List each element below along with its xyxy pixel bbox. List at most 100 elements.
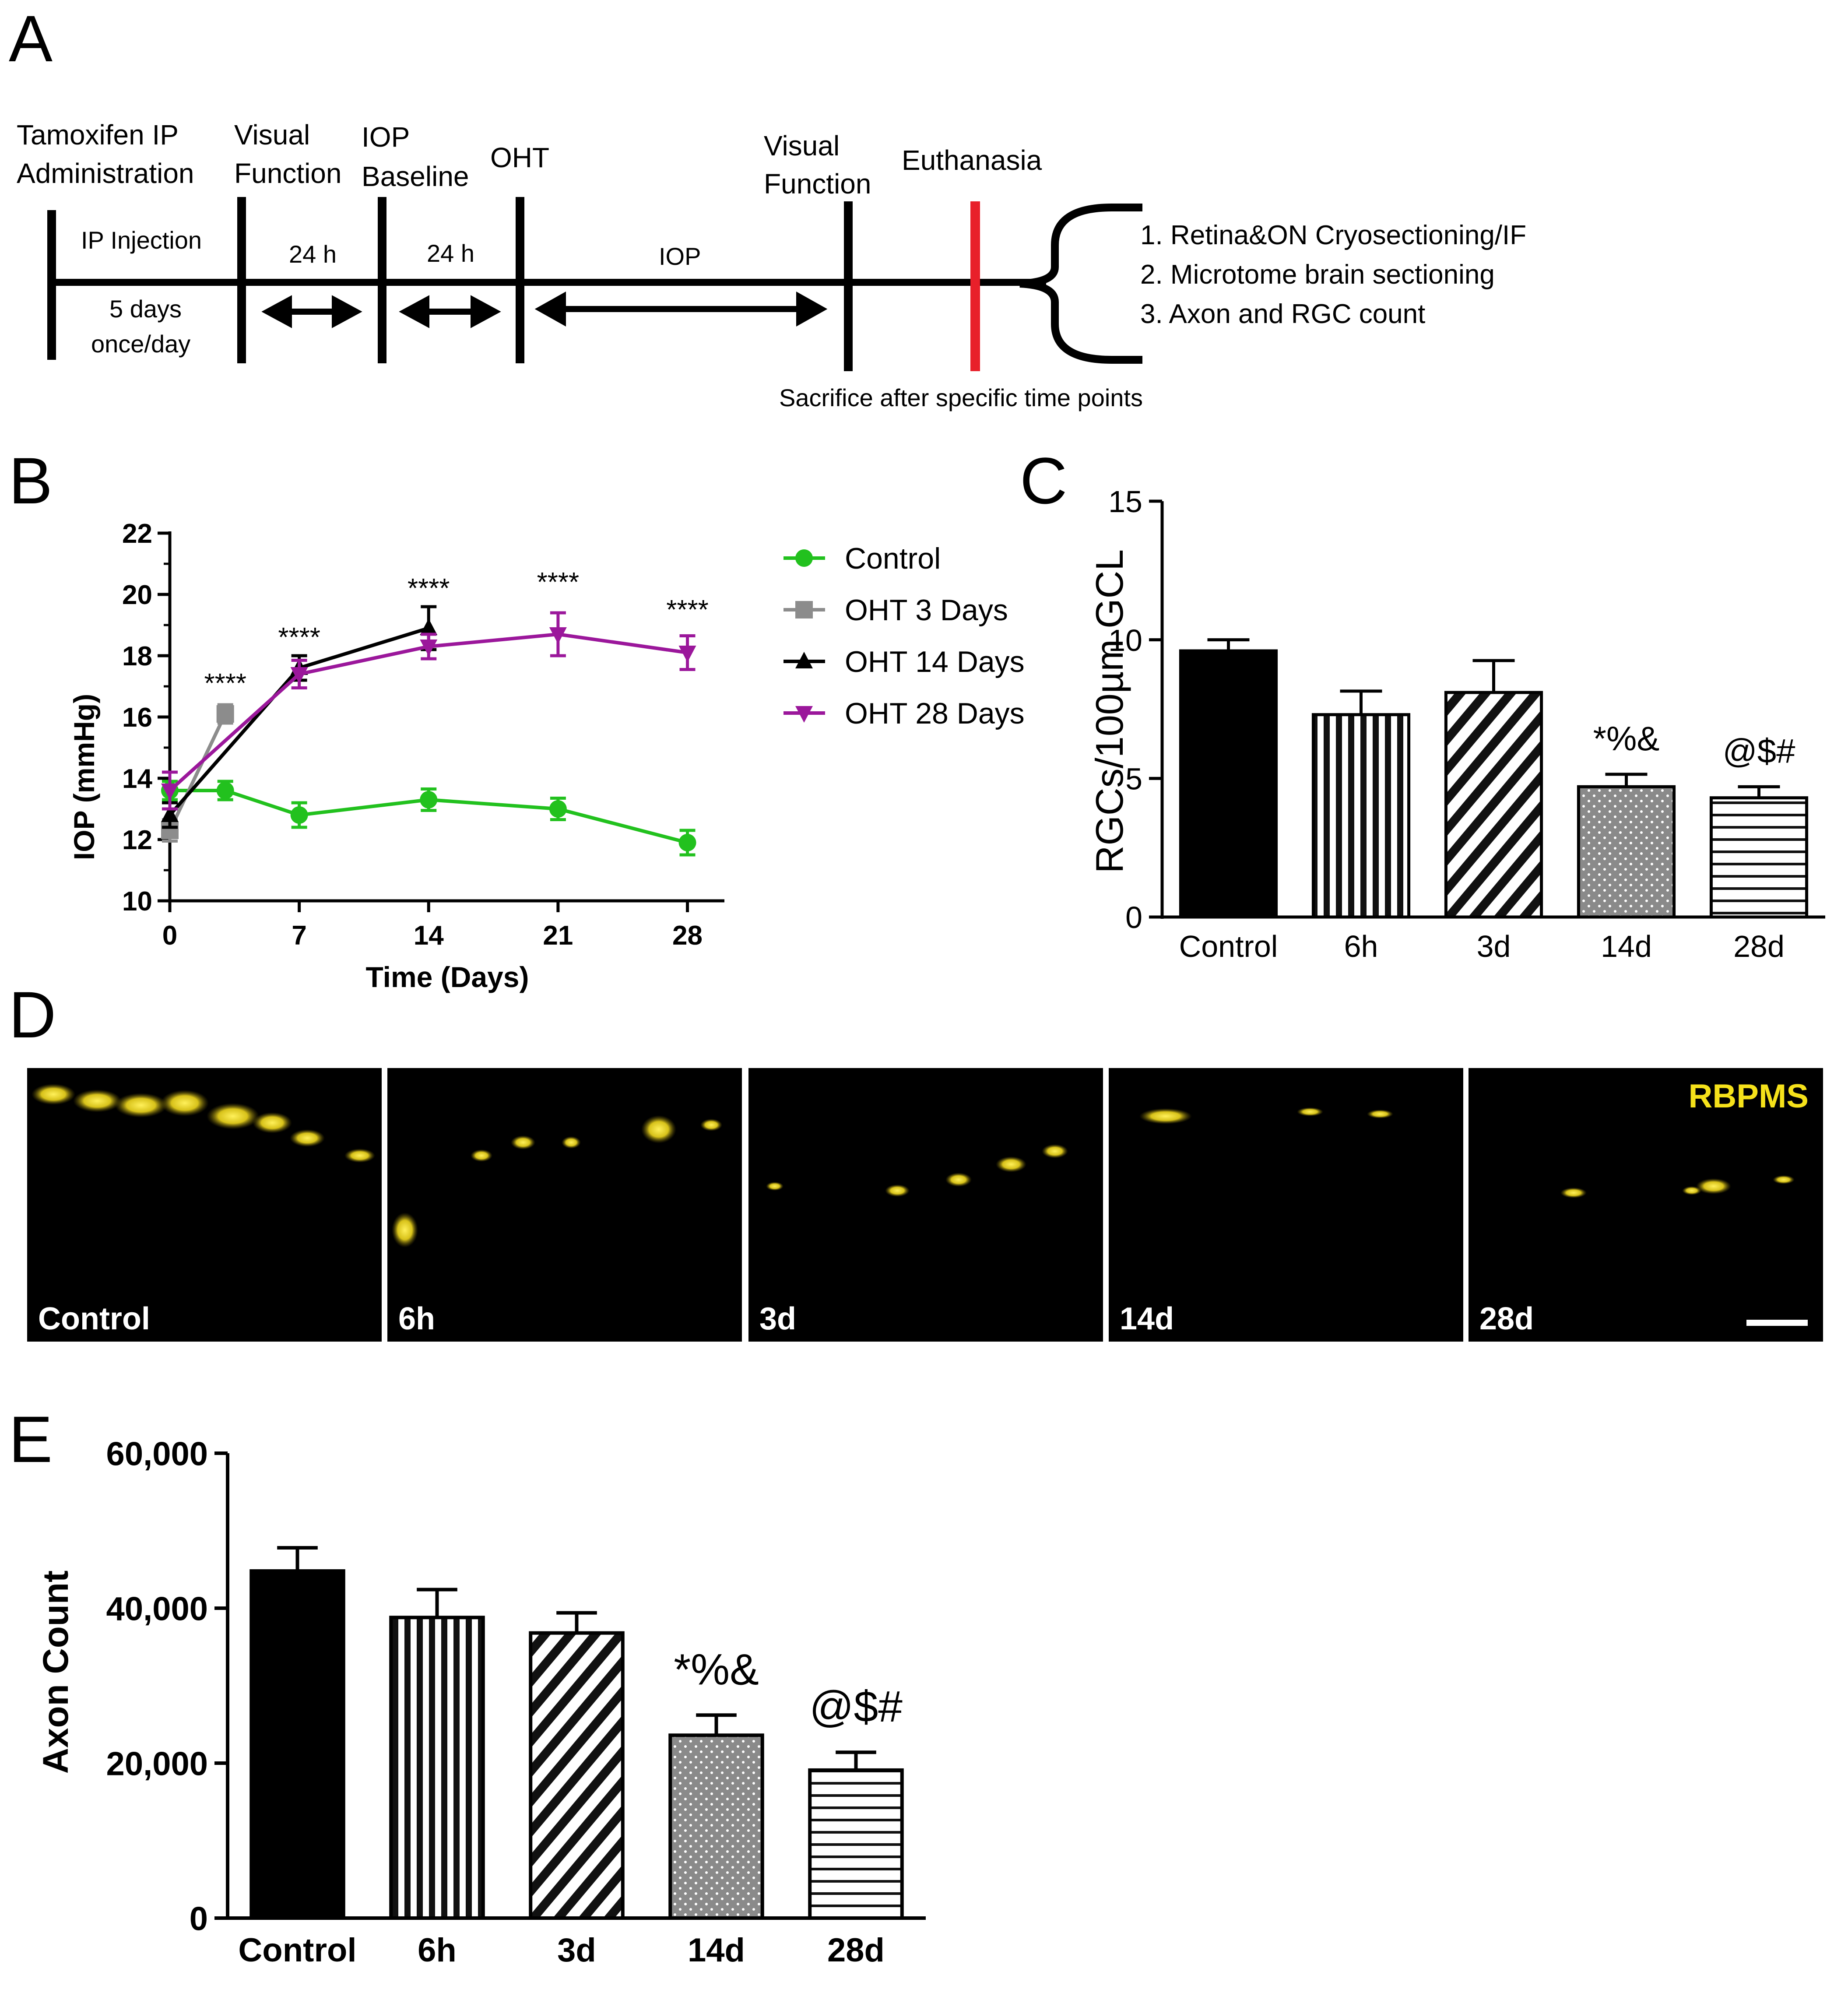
legend-entry: Control: [783, 542, 941, 575]
label-once-day: once/day: [91, 330, 190, 358]
y-tick-label: 40,000: [106, 1590, 208, 1627]
stain-label: RBPMS: [1689, 1078, 1809, 1115]
chart-c-ylabel: RGCs/100µm GCL: [1088, 549, 1131, 873]
legend-label: OHT 3 Days: [845, 594, 1008, 627]
label-five-days: 5 days: [109, 295, 182, 323]
rgc-cell: [641, 1115, 676, 1143]
rgc-cell: [471, 1149, 492, 1162]
timeline-panel: Tamoxifen IP Administration Visual Funct…: [17, 119, 1526, 411]
legend-label: OHT 28 Days: [845, 697, 1025, 730]
x-tick-label: 3d: [557, 1932, 596, 1969]
bar-28d: [1709, 796, 1809, 919]
significance-label: *%&: [674, 1645, 759, 1694]
chart-b-ylabel: IOP (mmHg): [68, 694, 100, 860]
micrograph-label: 14d: [1120, 1301, 1174, 1336]
data-point: [161, 805, 179, 822]
y-tick-label: 16: [122, 703, 152, 733]
x-tick-label: 3d: [1477, 929, 1511, 963]
rgc-cell: [1042, 1144, 1068, 1158]
chart-b-xlabel: Time (Days): [366, 961, 529, 993]
y-tick-label: 5: [1125, 762, 1142, 796]
rgc-cell: [1139, 1108, 1192, 1124]
y-tick-label: 18: [122, 641, 152, 671]
label-sacrifice: Sacrifice after specific time points: [779, 384, 1143, 411]
series-oht-3-days: [161, 703, 234, 843]
rgc-bar-chart: RGCs/100µm GCL 0 5 10 15 Control 6h 3d 14d *%& 28…: [1088, 485, 1825, 963]
micrograph-3d: 3d: [748, 1068, 1103, 1342]
micrograph-label: 3d: [759, 1301, 796, 1336]
bar-6h: [389, 1616, 485, 1920]
micrograph-image: [748, 1068, 1103, 1342]
significance-label: *%&: [1593, 719, 1660, 758]
x-tick-label: 28d: [827, 1932, 885, 1969]
micrograph-image: [27, 1068, 382, 1342]
micrograph-strip: Control 6h 3d 14d 28d RBPMS: [27, 1068, 1823, 1342]
bar-3d: [1444, 691, 1543, 919]
rgc-cell: [161, 1090, 209, 1116]
micrograph-label: 28d: [1479, 1301, 1534, 1336]
outcome-item: 2. Microtome brain sectioning: [1140, 260, 1495, 290]
y-tick-label: 20: [122, 580, 152, 610]
significance-label: @$#: [809, 1682, 903, 1731]
bar-control: [1179, 649, 1278, 919]
micrograph-6h: 6h: [387, 1068, 742, 1342]
bar-14d: [668, 1733, 764, 1920]
bar-28d: [808, 1768, 904, 1920]
data-point: [549, 800, 567, 818]
x-tick-label: 7: [292, 921, 306, 951]
rgc-cell: [1682, 1186, 1701, 1195]
panel-label-e: E: [9, 1402, 53, 1476]
rgc-cell: [392, 1212, 418, 1248]
x-tick-label: 28: [672, 921, 703, 951]
significance-label: ****: [204, 668, 246, 699]
label-euthanasia: Euthanasia: [902, 144, 1042, 176]
data-point: [161, 784, 179, 800]
legend-label: OHT 14 Days: [845, 645, 1025, 678]
data-point: [549, 627, 567, 644]
rgc-cell: [1773, 1175, 1795, 1184]
legend-entry: OHT 3 Days: [783, 594, 1008, 627]
label-iop-period: IOP: [659, 242, 701, 270]
rgc-cell: [945, 1173, 972, 1187]
arrow-gap-2: [399, 295, 501, 328]
micrograph-28d: 28d: [1469, 1068, 1823, 1342]
label-ip-injection: IP Injection: [81, 226, 202, 254]
data-point: [795, 706, 813, 723]
x-tick-label: 0: [162, 921, 177, 951]
data-point: [290, 667, 308, 684]
x-tick-label: Control: [238, 1932, 356, 1969]
x-tick-label: 28d: [1733, 929, 1785, 963]
x-tick-label: 6h: [418, 1932, 457, 1969]
y-tick-label: 15: [1108, 485, 1142, 519]
rgc-cell: [115, 1093, 167, 1117]
data-point: [420, 640, 438, 656]
iop-line-chart: IOP (mmHg) Time (Days) 10 12 14 16 18 20 22 0 7 1…: [68, 519, 1025, 993]
y-tick-label: 20,000: [106, 1745, 208, 1782]
rgc-cell: [1560, 1188, 1587, 1198]
rgc-cell: [562, 1136, 581, 1149]
data-point: [795, 549, 813, 567]
rgc-cell: [32, 1084, 75, 1105]
significance-label: ****: [278, 622, 320, 653]
rgc-cell: [73, 1089, 121, 1112]
y-tick-label: 10: [1108, 623, 1142, 657]
rgc-cell: [207, 1103, 259, 1129]
micrograph-image: [1469, 1068, 1823, 1342]
y-tick-label: 60,000: [106, 1435, 208, 1472]
rgc-cell: [700, 1119, 722, 1131]
label-tamoxifen-1: Tamoxifen IP: [17, 119, 179, 151]
micrograph-label: Control: [38, 1301, 150, 1336]
label-visual-2a: Visual: [764, 130, 840, 162]
rgc-cell: [1696, 1178, 1731, 1194]
label-iop-baseline-a: IOP: [362, 121, 410, 153]
micrograph-control: Control: [27, 1068, 382, 1342]
rgc-cell: [885, 1184, 910, 1197]
axon-bar-chart: Axon Count 0 20,000 40,000 60,000 Control 6h 3…: [36, 1435, 926, 1969]
data-point: [420, 791, 438, 808]
x-tick-label: 14: [414, 921, 444, 951]
scale-bar: [1746, 1320, 1808, 1326]
label-visual-1a: Visual: [234, 119, 310, 151]
series-line: [168, 713, 227, 831]
significance-label: ****: [408, 573, 450, 604]
label-tamoxifen-2: Administration: [17, 158, 194, 189]
